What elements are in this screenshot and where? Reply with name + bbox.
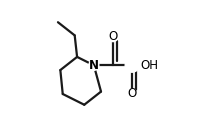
Text: OH: OH bbox=[140, 59, 158, 72]
Circle shape bbox=[127, 89, 137, 99]
Circle shape bbox=[125, 58, 139, 72]
Text: O: O bbox=[108, 30, 118, 43]
Text: N: N bbox=[89, 59, 99, 72]
Text: O: O bbox=[128, 87, 137, 101]
Circle shape bbox=[108, 32, 118, 42]
Circle shape bbox=[89, 60, 99, 70]
